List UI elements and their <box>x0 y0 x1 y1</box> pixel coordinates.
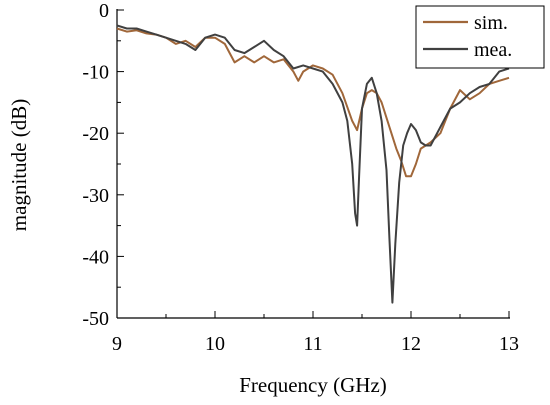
legend-label: sim. <box>474 12 508 34</box>
series-lines <box>116 24 510 304</box>
series-line-sim <box>116 27 510 178</box>
x-tick-label: 10 <box>205 333 225 355</box>
y-tick-label: -20 <box>82 123 109 145</box>
y-tick-label: -10 <box>82 62 109 84</box>
y-ticks: 0 -10 -20 -30 -40 -50 <box>82 0 124 330</box>
legend-box <box>415 5 545 69</box>
x-ticks: 9 10 11 12 13 <box>112 311 519 355</box>
y-tick-label: 0 <box>99 0 109 22</box>
x-tick-label: 12 <box>401 333 421 355</box>
legend-label: mea. <box>474 39 512 61</box>
y-axis-title: magnitude (dB) <box>7 99 31 231</box>
series-line-mea <box>116 24 510 304</box>
y-tick-label: -30 <box>82 185 109 207</box>
legend: sim. mea. <box>415 5 545 69</box>
x-tick-label: 9 <box>112 333 122 355</box>
x-tick-label: 13 <box>499 333 519 355</box>
y-tick-label: -50 <box>82 308 109 330</box>
legend-entries: sim. mea. <box>423 12 512 61</box>
plot-area: 0 -10 -20 -30 -40 -50 9 10 11 12 13 <box>82 0 519 355</box>
y-tick-label: -40 <box>82 246 109 268</box>
x-axis-title: Frequency (GHz) <box>239 373 387 397</box>
x-tick-label: 11 <box>303 333 322 355</box>
